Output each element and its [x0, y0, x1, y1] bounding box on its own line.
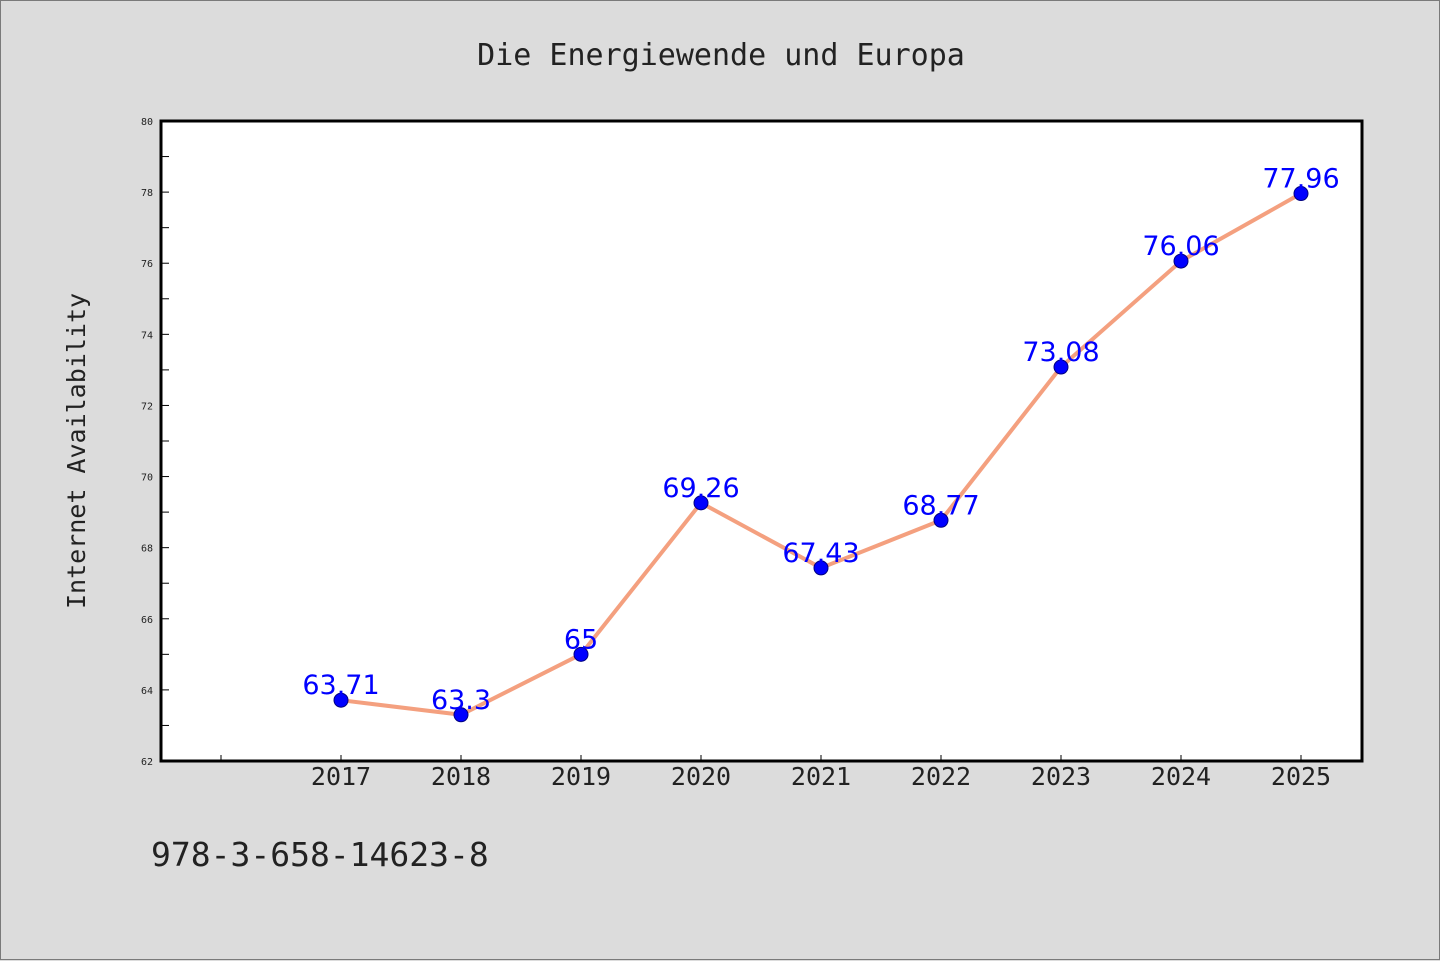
y-tick-label: 74: [141, 330, 153, 341]
data-point-marker: [1173, 253, 1189, 269]
y-tick-label: 70: [141, 473, 153, 484]
y-tick-label: 78: [141, 188, 153, 199]
data-label: 63.3: [431, 685, 491, 716]
data-label: 65: [564, 624, 598, 655]
data-labels: 63.71 63.3 65 69.26 67.43 68.77 73.08 76.06 77.9…: [302, 164, 1339, 716]
x-axis: 2017 2018 2019 2020 2021 2022 2023 2024 2025: [220, 755, 1331, 791]
plot-area: [159, 119, 1364, 763]
y-tick-label: 72: [141, 401, 153, 412]
data-label: 73.08: [1022, 337, 1099, 368]
data-label: 69.26: [662, 473, 739, 504]
y-tick-label: 64: [141, 686, 153, 697]
x-tick-label: 2022: [911, 762, 971, 791]
data-point-marker: [1293, 186, 1309, 202]
x-tick-label: 2021: [791, 762, 851, 791]
x-tick-label: 2017: [311, 762, 371, 791]
y-tick-label: 76: [141, 259, 153, 270]
data-point-marker: [333, 692, 349, 708]
data-point-marker: [933, 512, 949, 528]
isbn-text: 978-3-658-14623-8: [151, 835, 489, 874]
x-tick-label: 2025: [1271, 762, 1331, 791]
y-axis-label: Internet Availability: [62, 293, 91, 609]
data-label: 76.06: [1142, 231, 1219, 262]
data-label: 68.77: [902, 490, 979, 521]
y-tick-label: 66: [141, 615, 153, 626]
y-tick-label: 62: [141, 757, 153, 768]
y-tick-label: 68: [141, 544, 153, 555]
x-tick-label: 2019: [551, 762, 611, 791]
data-label: 67.43: [782, 538, 859, 569]
x-tick-label: 2023: [1031, 762, 1091, 791]
data-point-marker: [1053, 359, 1069, 375]
data-point-marker: [693, 495, 709, 511]
chart-title: Die Energiewende und Europa: [477, 38, 965, 73]
x-tick-label: 2024: [1151, 762, 1211, 791]
data-label: 77.96: [1262, 164, 1339, 195]
series-group: [333, 186, 1309, 723]
y-axis: 62 64 66 68 70 72 74 76 78 80: [141, 117, 169, 768]
data-point-marker: [573, 646, 589, 662]
y-tick-label: 80: [141, 117, 153, 128]
data-label: 63.71: [302, 670, 379, 701]
data-point-marker: [453, 707, 469, 723]
data-point-marker: [813, 560, 829, 576]
x-tick-label: 2018: [431, 762, 491, 791]
x-tick-label: 2020: [671, 762, 731, 791]
